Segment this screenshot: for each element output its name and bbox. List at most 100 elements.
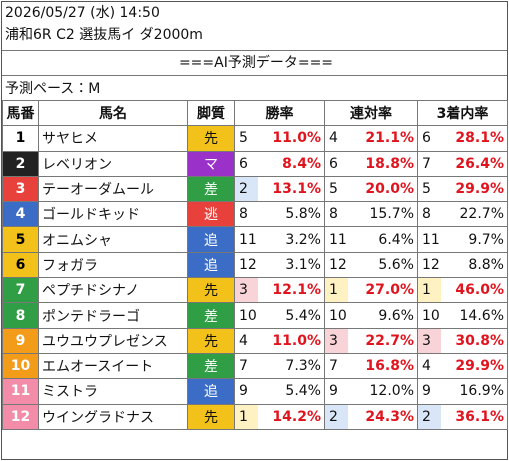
- rank: 6: [417, 125, 441, 152]
- table-row: 4 ゴールドキッド逃 8 5.8% 8 15.7% 8 22.7%: [2, 201, 508, 228]
- rank: 11: [234, 226, 258, 253]
- rate: 18.8%: [347, 150, 418, 177]
- rank: 5: [324, 175, 348, 203]
- rank: 8: [417, 201, 441, 228]
- rank: 12: [234, 251, 258, 279]
- prediction-table: 馬番 馬名 脚質 勝率 連対率 3着内率 1 サヤヒメ先 5 11.0% 4 21.1% 6 28.1%…: [2, 99, 508, 430]
- rate: 9.6%: [347, 302, 418, 329]
- table-body: 1 サヤヒメ先 5 11.0% 4 21.1% 6 28.1% 2 レベリオンマ 6 8.4% 6 18.…: [2, 125, 508, 430]
- rank: 7: [324, 352, 348, 380]
- horse-name: ミストラ: [38, 378, 188, 405]
- table-row: 10 エムオースイート差 7 7.3% 7 16.8% 4 29.9%: [2, 352, 508, 380]
- horse-number: 3: [2, 175, 39, 203]
- rank: 1: [324, 277, 348, 304]
- running-style: 追: [187, 226, 235, 253]
- rate: 14.6%: [440, 302, 508, 329]
- datetime: 2026/05/27 (水) 14:50: [5, 5, 160, 21]
- rank: 10: [417, 302, 441, 329]
- horse-number: 6: [2, 251, 39, 279]
- header-row: 馬番 馬名 脚質 勝率 連対率 3着内率: [2, 99, 508, 127]
- rate: 8.4%: [257, 150, 325, 177]
- horse-number: 12: [2, 403, 39, 430]
- rank: 5: [234, 125, 258, 152]
- rank: 4: [234, 327, 258, 354]
- horse-number: 8: [2, 302, 39, 329]
- rate: 21.1%: [347, 125, 418, 152]
- rank: 9: [417, 378, 441, 405]
- rate: 12.0%: [347, 378, 418, 405]
- rank: 10: [324, 302, 348, 329]
- rank: 1: [234, 403, 258, 430]
- horse-name: ユウユウプレゼンス: [38, 327, 188, 354]
- rate: 5.4%: [257, 302, 325, 329]
- rate: 5.6%: [347, 251, 418, 279]
- pace: 予測ペース：M: [5, 81, 101, 97]
- running-style: 先: [187, 277, 235, 304]
- table-row: 5 オニムシャ追 11 3.2% 11 6.4% 11 9.7%: [2, 226, 508, 253]
- rate: 29.9%: [440, 175, 508, 203]
- rank: 9: [234, 378, 258, 405]
- horse-number: 11: [2, 378, 39, 405]
- column-header: 3着内率: [417, 99, 508, 127]
- rate: 16.8%: [347, 352, 418, 380]
- rank: 6: [234, 150, 258, 177]
- rank: 9: [324, 378, 348, 405]
- horse-name: テーオーダムール: [38, 175, 188, 203]
- rate: 13.1%: [257, 175, 325, 203]
- rate: 11.0%: [257, 327, 325, 354]
- column-header: 脚質: [187, 99, 235, 127]
- rank: 5: [417, 175, 441, 203]
- horse-number: 4: [2, 201, 39, 228]
- horse-number: 1: [2, 125, 39, 152]
- running-style: 先: [187, 403, 235, 430]
- rank: 11: [324, 226, 348, 253]
- rate: 30.8%: [440, 327, 508, 354]
- running-style: 先: [187, 125, 235, 152]
- rank: 2: [234, 175, 258, 203]
- table-row: 1 サヤヒメ先 5 11.0% 4 21.1% 6 28.1%: [2, 125, 508, 152]
- rate: 5.8%: [257, 201, 325, 228]
- rank: 3: [234, 277, 258, 304]
- rank: 6: [324, 150, 348, 177]
- column-header: 連対率: [324, 99, 418, 127]
- rank: 8: [324, 201, 348, 228]
- rate: 29.9%: [440, 352, 508, 380]
- rank: 11: [417, 226, 441, 253]
- rank: 7: [234, 352, 258, 380]
- rank: 12: [324, 251, 348, 279]
- column-header: 馬名: [38, 99, 188, 127]
- table-row: 8 ポンテドラーゴ差 10 5.4% 10 9.6% 10 14.6%: [2, 302, 508, 329]
- race-info: 浦和6R C2 選抜馬イ ダ2000m: [5, 27, 203, 43]
- horse-name: ポンテドラーゴ: [38, 302, 188, 329]
- rank: 2: [324, 403, 348, 430]
- horse-number: 10: [2, 352, 39, 380]
- rank: 12: [417, 251, 441, 279]
- rate: 22.7%: [347, 327, 418, 354]
- rate: 27.0%: [347, 277, 418, 304]
- rank: 10: [234, 302, 258, 329]
- rank: 2: [417, 403, 441, 430]
- running-style: マ: [187, 150, 235, 177]
- table-row: 7 ペプチドシナノ先 3 12.1% 1 27.0% 1 46.0%: [2, 277, 508, 304]
- horse-name: ゴールドキッド: [38, 201, 188, 228]
- rank: 3: [417, 327, 441, 354]
- table-row: 12 ウイングラドナス先 1 14.2% 2 24.3% 2 36.1%: [2, 403, 508, 430]
- rate: 11.0%: [257, 125, 325, 152]
- rate: 22.7%: [440, 201, 508, 228]
- table-row: 2 レベリオンマ 6 8.4% 6 18.8% 7 26.4%: [2, 150, 508, 177]
- rank: 1: [417, 277, 441, 304]
- rate: 6.4%: [347, 226, 418, 253]
- horse-name: エムオースイート: [38, 352, 188, 380]
- running-style: 先: [187, 327, 235, 354]
- horse-name: フォガラ: [38, 251, 188, 279]
- horse-number: 9: [2, 327, 39, 354]
- rate: 16.9%: [440, 378, 508, 405]
- rank: 4: [324, 125, 348, 152]
- horse-number: 7: [2, 277, 39, 304]
- running-style: 逃: [187, 201, 235, 228]
- horse-number: 5: [2, 226, 39, 253]
- rate: 24.3%: [347, 403, 418, 430]
